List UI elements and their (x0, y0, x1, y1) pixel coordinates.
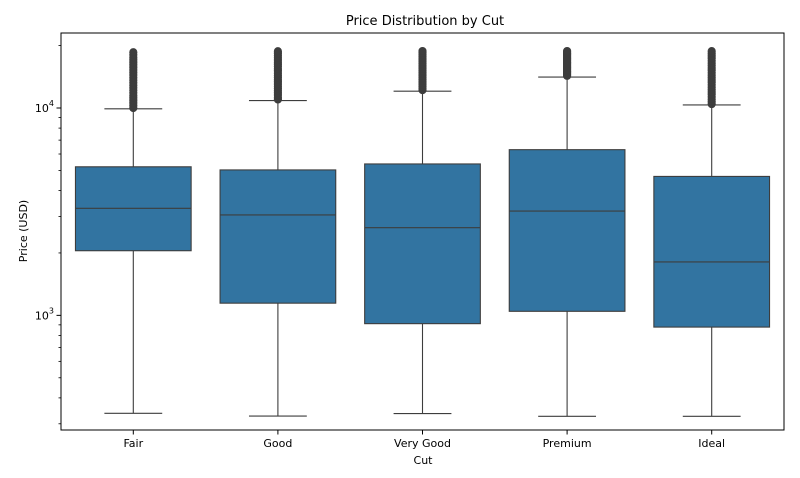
plot-area: 103 104 Fair Good Very Good Premium Ideal (35, 45, 771, 450)
x-tick-label: Very Good (394, 437, 451, 450)
iqr-box (219, 169, 337, 304)
iqr-box (653, 175, 771, 328)
x-tick-label: Fair (123, 437, 143, 450)
iqr-box (364, 163, 481, 325)
outlier-point (129, 48, 138, 57)
outlier-point (273, 47, 283, 56)
plot-frame (60, 32, 785, 431)
x-tick-label: Ideal (698, 437, 725, 450)
outlier-point (562, 46, 572, 56)
y-tick-label: 104 (35, 99, 54, 115)
chart-title: Price Distribution by Cut (346, 14, 504, 29)
x-tick-label: Good (263, 437, 292, 450)
outlier-point (418, 46, 427, 56)
y-axis-label: Price (USD) (17, 200, 30, 262)
y-tick-label: 103 (35, 306, 54, 322)
x-tick-label: Premium (543, 437, 592, 450)
x-axis-label: Cut (414, 454, 434, 467)
outlier-point (707, 47, 716, 56)
iqr-box (508, 149, 626, 312)
